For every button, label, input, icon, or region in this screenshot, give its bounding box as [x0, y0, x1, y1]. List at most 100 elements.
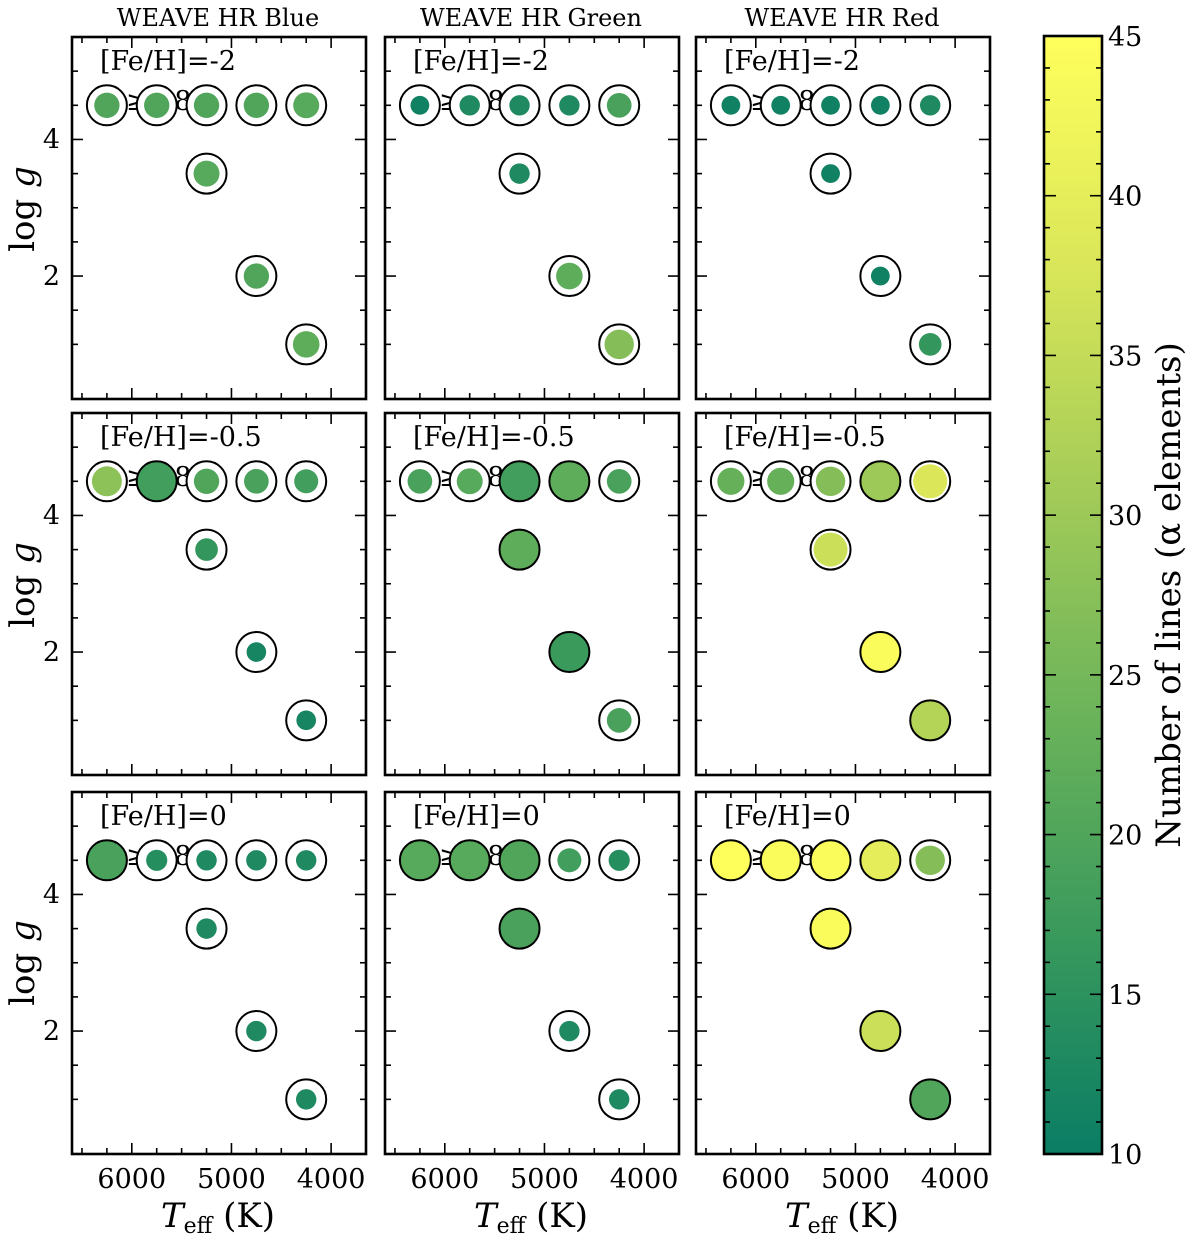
- data-point: [771, 95, 791, 115]
- data-point: [407, 468, 433, 494]
- data-point: [717, 467, 745, 495]
- data-point: [870, 266, 890, 286]
- data-point: [870, 95, 890, 115]
- data-point: [548, 631, 591, 674]
- panel-r1-c3: [Fe/H]=-2p ≥0.8: [694, 35, 992, 401]
- panel-r1-c1: 24[Fe/H]=-2p ≥0.8: [43, 35, 368, 401]
- data-point: [909, 699, 952, 742]
- y-axis-label-row-3: log g: [3, 920, 43, 1006]
- x-tick-label: 6000: [97, 1164, 166, 1195]
- data-point: [244, 468, 269, 494]
- data-point: [85, 839, 128, 882]
- data-point: [398, 839, 441, 882]
- x-axis-unit: (K): [525, 1196, 588, 1236]
- column-title-blue: WEAVE HR Blue: [117, 4, 319, 32]
- metallicity-annotation: [Fe/H]=0: [724, 801, 851, 832]
- data-point: [606, 468, 632, 494]
- data-point: [909, 1078, 952, 1121]
- panel-r2-c1: 24[Fe/H]=-0.5p ≥0.8: [43, 411, 368, 777]
- data-point: [859, 1010, 902, 1053]
- panel-frame: [694, 411, 992, 777]
- x-axis-symbol: T: [785, 1196, 810, 1236]
- metallicity-annotation: [Fe/H]=-2: [413, 46, 549, 77]
- x-axis-label-col-1: Teff (K): [161, 1196, 275, 1239]
- data-point: [608, 849, 630, 871]
- y-axis-label-row-2: log g: [3, 542, 43, 628]
- data-point: [859, 631, 902, 674]
- data-point: [548, 460, 591, 503]
- y-tick-label: 4: [43, 879, 60, 910]
- x-axis-label-col-3: Teff (K): [785, 1196, 899, 1239]
- colorbar-tick-label: 10: [1108, 1140, 1142, 1171]
- data-point: [721, 95, 741, 115]
- x-tick-label: 5000: [197, 1164, 266, 1195]
- data-point: [448, 839, 491, 882]
- data-point: [193, 92, 220, 118]
- data-point: [243, 92, 270, 118]
- data-point: [193, 468, 220, 494]
- y-axis-label-row-1: log g: [3, 166, 43, 252]
- colorbar-tick-label: 25: [1108, 661, 1142, 692]
- panel-r2-c3: [Fe/H]=-0.5p ≥0.8: [694, 411, 992, 777]
- y-tick-label: 2: [43, 637, 60, 668]
- data-point: [608, 1089, 630, 1110]
- y-axis-label: log g: [3, 920, 43, 1006]
- x-tick-label: 4000: [297, 1164, 366, 1195]
- x-axis-symbol: T: [161, 1196, 186, 1236]
- x-tick-label: 4000: [610, 1164, 679, 1195]
- data-point: [246, 1020, 267, 1042]
- data-point: [193, 160, 220, 187]
- metallicity-annotation: [Fe/H]=-0.5: [413, 422, 575, 453]
- data-point: [94, 92, 120, 118]
- x-tick-label: 4000: [921, 1164, 990, 1195]
- panel-frame: [694, 35, 992, 401]
- x-tick-label: 6000: [410, 1164, 479, 1195]
- metallicity-annotation: [Fe/H]=0: [100, 801, 227, 832]
- data-point: [509, 95, 530, 116]
- panel-frame: [70, 411, 368, 777]
- colorbar-tick-label: 30: [1108, 501, 1142, 532]
- metallicity-annotation: [Fe/H]=0: [413, 801, 540, 832]
- data-point: [915, 845, 945, 876]
- data-point: [246, 850, 267, 871]
- panel-frame: [694, 790, 992, 1156]
- x-tick-label: 5000: [510, 1164, 579, 1195]
- data-point: [294, 469, 319, 494]
- data-point: [557, 848, 582, 873]
- colorbar-tick-label: 15: [1108, 980, 1142, 1011]
- y-tick-label: 2: [43, 1016, 60, 1047]
- colorbar-label-group: Number of lines (α elements): [1149, 342, 1189, 848]
- data-point: [410, 95, 430, 115]
- y-axis-label: log g: [3, 542, 43, 628]
- data-point: [709, 839, 752, 882]
- metallicity-annotation: [Fe/H]=-0.5: [724, 422, 886, 453]
- data-point: [243, 263, 270, 289]
- column-title-red: WEAVE HR Red: [744, 4, 939, 32]
- data-point: [859, 839, 902, 882]
- colorbar-tick-label: 45: [1108, 22, 1142, 53]
- x-axis-unit: (K): [836, 1196, 899, 1236]
- y-tick-label: 4: [43, 124, 60, 155]
- data-point: [559, 1020, 580, 1042]
- colorbar-gradient: [1042, 34, 1104, 1156]
- x-axis-subscript: eff: [184, 1214, 214, 1239]
- colorbar-ticks: 10 15 20 25 30 35 40 45: [1044, 22, 1142, 1171]
- panel-grid: 24[Fe/H]=-2p ≥0.8[Fe/H]=-2p ≥0.8[Fe/H]=-…: [43, 35, 992, 1195]
- colorbar-tick-label: 35: [1108, 341, 1142, 372]
- data-point: [813, 532, 848, 567]
- data-point: [295, 850, 317, 871]
- x-tick-label: 6000: [721, 1164, 790, 1195]
- panel-frame: [70, 35, 368, 401]
- data-point: [91, 466, 122, 497]
- data-point: [498, 460, 541, 503]
- data-point: [195, 538, 218, 561]
- panel-frame: [383, 411, 681, 777]
- data-point: [293, 92, 320, 119]
- metallicity-annotation: [Fe/H]=-0.5: [100, 422, 262, 453]
- data-point: [459, 95, 480, 116]
- x-axis-label-col-2: Teff (K): [474, 1196, 588, 1239]
- panel-frame: [383, 35, 681, 401]
- data-point: [821, 164, 840, 184]
